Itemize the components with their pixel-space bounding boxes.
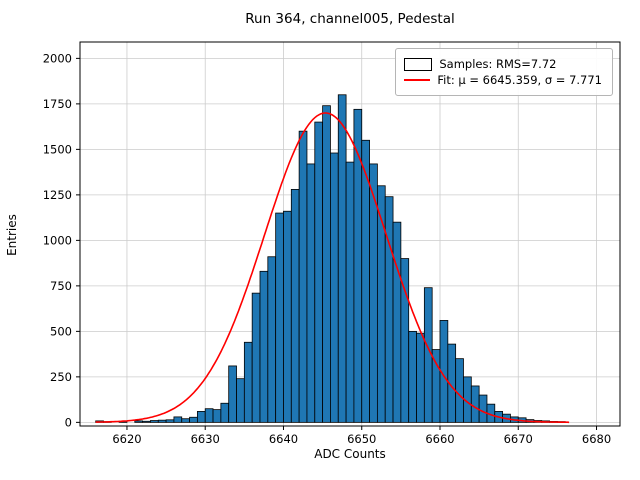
histogram-bar: [330, 152, 339, 423]
x-tick-label: 6660: [425, 432, 454, 446]
histogram-bar: [290, 189, 300, 423]
histogram-bar: [150, 420, 159, 423]
x-tick-label: 6640: [269, 432, 298, 446]
histogram-bar: [431, 349, 441, 423]
histogram-bar: [384, 196, 394, 423]
samples-swatch-icon: [404, 57, 433, 71]
chart-title: Run 364, channel005, Pedestal: [245, 11, 455, 27]
histogram-bar: [142, 420, 151, 423]
histogram-bar: [345, 161, 355, 423]
y-tick-label: 1750: [43, 97, 72, 111]
histogram-bar: [243, 341, 253, 423]
y-tick-label: 500: [50, 324, 72, 338]
histogram-bar: [283, 210, 292, 423]
histogram-bar: [275, 212, 284, 423]
histogram-bar: [173, 416, 183, 423]
histogram-bar: [157, 419, 167, 423]
histogram-bar: [204, 408, 214, 423]
histogram-bar: [470, 385, 480, 423]
histogram-bar: [228, 365, 237, 423]
histogram-bar: [236, 378, 245, 423]
legend: Samples: RMS=7.72 Fit: μ = 6645.359, σ =…: [395, 48, 613, 96]
x-tick-label: 6680: [582, 432, 611, 446]
x-tick-label: 6620: [112, 432, 141, 446]
histogram-bar: [196, 411, 206, 423]
histogram-bar: [134, 420, 144, 423]
histogram-bar: [322, 105, 331, 423]
legend-samples-label: Samples: RMS=7.72: [439, 57, 557, 71]
histogram-bar: [220, 402, 230, 423]
y-tick-label: 750: [50, 279, 72, 293]
histogram-bar: [189, 416, 198, 423]
histogram-bar: [408, 330, 417, 423]
y-tick-label: 1000: [43, 233, 72, 247]
histogram-bar: [306, 163, 316, 423]
histogram-bar: [455, 358, 464, 423]
histogram-bar: [259, 270, 269, 423]
histogram-bar: [251, 292, 261, 423]
histogram-bar: [298, 130, 308, 423]
histogram-bar: [478, 394, 488, 423]
histogram-bar: [181, 418, 190, 423]
histogram-bar: [165, 419, 175, 423]
x-tick-label: 6630: [191, 432, 220, 446]
legend-fit-label: Fit: μ = 6645.359, σ = 7.771: [437, 73, 602, 87]
y-tick-label: 0: [65, 415, 72, 429]
fit-curve: [95, 112, 570, 424]
y-tick-label: 1500: [43, 142, 72, 156]
histogram-bar: [267, 256, 277, 423]
y-tick-label: 250: [50, 370, 72, 384]
y-tick-label: 2000: [43, 51, 72, 65]
legend-item-samples: Samples: RMS=7.72: [404, 57, 602, 71]
histogram-bar: [212, 409, 222, 423]
axes-frame: [79, 41, 621, 427]
x-tick-label: 6650: [347, 432, 376, 446]
y-tick-label: 1250: [43, 188, 72, 202]
legend-item-fit: Fit: μ = 6645.359, σ = 7.771: [404, 73, 602, 87]
histogram-bar: [314, 121, 324, 423]
histogram-bar: [353, 108, 363, 423]
histogram-bar: [337, 94, 347, 423]
histogram-bar: [416, 332, 425, 423]
x-axis-label: ADC Counts: [314, 447, 386, 461]
fit-line-swatch-icon: [404, 79, 431, 81]
histogram-bar: [392, 221, 402, 423]
x-tick-label: 6670: [504, 432, 533, 446]
